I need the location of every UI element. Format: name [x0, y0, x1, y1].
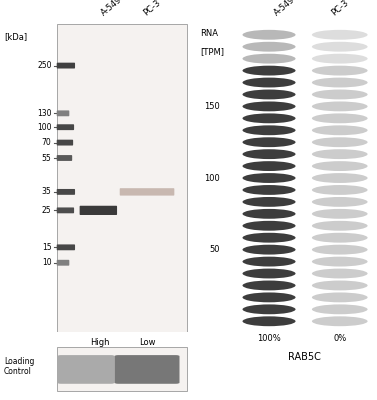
- Ellipse shape: [242, 268, 296, 278]
- Text: 55: 55: [42, 154, 52, 162]
- Ellipse shape: [312, 233, 368, 243]
- Ellipse shape: [312, 268, 368, 278]
- Ellipse shape: [242, 245, 296, 254]
- Ellipse shape: [242, 114, 296, 123]
- Ellipse shape: [242, 292, 296, 302]
- FancyBboxPatch shape: [57, 155, 72, 161]
- Ellipse shape: [312, 90, 368, 99]
- FancyBboxPatch shape: [57, 355, 115, 384]
- Text: [kDa]: [kDa]: [4, 32, 27, 41]
- Ellipse shape: [312, 66, 368, 76]
- Ellipse shape: [312, 125, 368, 135]
- Ellipse shape: [242, 185, 296, 195]
- Ellipse shape: [312, 102, 368, 111]
- Ellipse shape: [242, 78, 296, 88]
- Text: Low: Low: [139, 338, 155, 346]
- Ellipse shape: [242, 102, 296, 111]
- Ellipse shape: [242, 316, 296, 326]
- Text: 250: 250: [37, 61, 52, 70]
- Ellipse shape: [312, 173, 368, 183]
- FancyBboxPatch shape: [115, 355, 179, 384]
- Ellipse shape: [242, 149, 296, 159]
- Text: Loading
Control: Loading Control: [4, 357, 34, 376]
- Ellipse shape: [312, 137, 368, 147]
- Ellipse shape: [242, 42, 296, 52]
- Ellipse shape: [312, 221, 368, 231]
- Text: 50: 50: [209, 245, 219, 254]
- Ellipse shape: [312, 245, 368, 254]
- FancyBboxPatch shape: [57, 189, 75, 195]
- Ellipse shape: [312, 42, 368, 52]
- Text: 100%: 100%: [257, 334, 281, 342]
- Ellipse shape: [312, 54, 368, 64]
- Ellipse shape: [312, 114, 368, 123]
- Ellipse shape: [312, 78, 368, 88]
- FancyBboxPatch shape: [57, 63, 75, 68]
- Ellipse shape: [242, 30, 296, 40]
- Ellipse shape: [242, 233, 296, 243]
- Ellipse shape: [312, 257, 368, 266]
- FancyBboxPatch shape: [57, 244, 75, 250]
- Ellipse shape: [312, 197, 368, 207]
- FancyBboxPatch shape: [57, 124, 74, 130]
- Ellipse shape: [242, 173, 296, 183]
- Ellipse shape: [242, 257, 296, 266]
- FancyBboxPatch shape: [80, 206, 117, 215]
- Text: PC-3: PC-3: [141, 0, 162, 18]
- Ellipse shape: [242, 221, 296, 231]
- Text: 100: 100: [37, 123, 52, 132]
- Text: 35: 35: [42, 187, 52, 196]
- FancyBboxPatch shape: [57, 110, 69, 116]
- Ellipse shape: [242, 90, 296, 99]
- Ellipse shape: [242, 137, 296, 147]
- Text: 70: 70: [42, 138, 52, 147]
- FancyBboxPatch shape: [57, 140, 73, 146]
- Text: 25: 25: [42, 206, 52, 215]
- Text: RAB5C: RAB5C: [288, 352, 321, 362]
- Text: 150: 150: [204, 102, 219, 111]
- Text: 130: 130: [37, 109, 52, 118]
- Text: A-549: A-549: [273, 0, 297, 18]
- Ellipse shape: [312, 30, 368, 40]
- Ellipse shape: [312, 292, 368, 302]
- Text: A-549: A-549: [99, 0, 124, 18]
- Text: 15: 15: [42, 243, 52, 252]
- Ellipse shape: [312, 185, 368, 195]
- FancyBboxPatch shape: [57, 260, 69, 266]
- Text: PC-3: PC-3: [329, 0, 350, 18]
- Bar: [57, 347, 187, 391]
- Bar: [57, 24, 187, 332]
- Ellipse shape: [312, 316, 368, 326]
- Ellipse shape: [242, 304, 296, 314]
- Ellipse shape: [242, 209, 296, 219]
- Ellipse shape: [242, 280, 296, 290]
- FancyBboxPatch shape: [57, 208, 74, 213]
- Ellipse shape: [242, 161, 296, 171]
- Ellipse shape: [312, 209, 368, 219]
- Ellipse shape: [242, 197, 296, 207]
- Text: 0%: 0%: [333, 334, 346, 342]
- FancyBboxPatch shape: [120, 188, 174, 196]
- Text: [TPM]: [TPM]: [200, 47, 224, 56]
- Text: RNA: RNA: [200, 29, 218, 38]
- Ellipse shape: [242, 125, 296, 135]
- Text: 100: 100: [204, 174, 219, 182]
- Ellipse shape: [312, 161, 368, 171]
- Ellipse shape: [242, 66, 296, 76]
- Text: 10: 10: [42, 258, 52, 267]
- Ellipse shape: [242, 54, 296, 64]
- Text: High: High: [90, 338, 110, 346]
- Ellipse shape: [312, 280, 368, 290]
- Ellipse shape: [312, 304, 368, 314]
- Ellipse shape: [312, 149, 368, 159]
